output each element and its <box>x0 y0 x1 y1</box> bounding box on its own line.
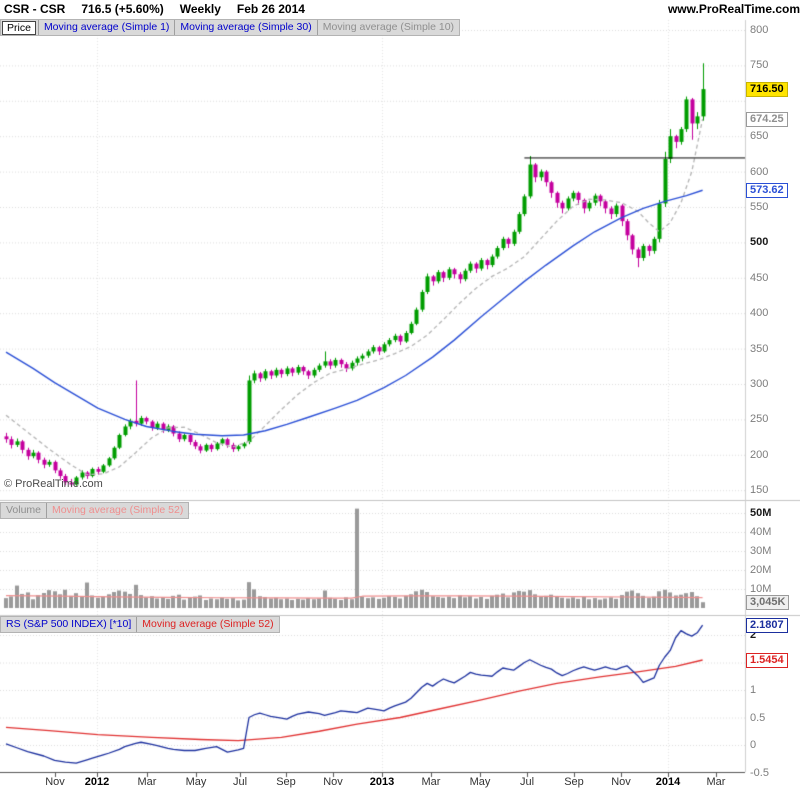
volume-scale-label: 30M <box>750 545 772 557</box>
price-legend-item-moving-average-simple-10[interactable]: Moving average (Simple 10) <box>316 20 459 35</box>
price-scale-label: 250 <box>750 413 769 426</box>
time-axis-year-label: 2012 <box>84 776 110 788</box>
volume-scale-label: 10M <box>750 583 772 595</box>
symbol-title: CSR - CSR <box>4 2 66 16</box>
price-legend-item-moving-average-simple-1[interactable]: Moving average (Simple 1) <box>37 20 174 35</box>
rs-scale-label: 0.5 <box>750 711 766 724</box>
volume-legend-item-moving-average-simple-52[interactable]: Moving average (Simple 52) <box>46 503 188 518</box>
time-axis-month-label: May <box>185 776 207 788</box>
rs-ma-last-value-badge: 1.5454 <box>746 653 788 668</box>
time-axis-month-label: Nov <box>323 776 343 788</box>
chart-header: CSR - CSR 716.5 (+5.60%) Weekly Feb 26 2… <box>0 0 800 18</box>
volume-legend-item-volume[interactable]: Volume <box>6 504 42 516</box>
time-axis-month-label: Mar <box>137 776 157 788</box>
rs-scale-label: 0 <box>750 739 757 751</box>
rs-legend-item-rs-s-p-500-index-10[interactable]: RS (S&P 500 INDEX) [*10] <box>6 618 132 630</box>
value-scale-column[interactable]: 800 750 650 600 550 500 450 400 350 300 250 200 150 7… <box>746 0 800 800</box>
volume-scale-label: 50M <box>750 507 772 519</box>
last-volume-badge: 3,045K <box>746 595 790 611</box>
time-axis-month-label: Sep <box>276 776 296 788</box>
time-axis-year-label: 2013 <box>369 776 395 788</box>
time-axis-month-label: Jul <box>519 776 535 788</box>
volume-scale-label: 40M <box>750 526 772 538</box>
price-scale-label: 350 <box>750 342 769 355</box>
time-axis-year-label: 2014 <box>655 776 681 788</box>
time-axis-month-label: Mar <box>421 776 441 788</box>
rs-scale-label: -0.5 <box>750 766 769 779</box>
time-axis-month-label: Jul <box>232 776 248 788</box>
time-axis-month-label: Sep <box>564 776 584 788</box>
rs-scale-label: 1 <box>750 684 757 696</box>
price-scale-label: 600 <box>750 165 769 178</box>
change-percent: (+5.60%) <box>114 2 164 16</box>
price-scale-label: 750 <box>750 59 769 72</box>
price-legend: Price Moving average (Simple 1) Moving ave… <box>0 19 461 36</box>
time-axis-month-label: Nov <box>45 776 65 788</box>
price-scale-label: 300 <box>750 378 769 390</box>
time-axis[interactable]: Nov 2012 Mar May Jul Sep Nov 2013 Mar May Jul Sep No… <box>0 775 746 793</box>
rs-legend: RS (S&P 500 INDEX) [*10] Moving average (… <box>0 616 280 633</box>
ma30-last-value-badge: 573.62 <box>746 183 788 199</box>
price-scale-label: 450 <box>750 271 769 284</box>
watermark: © ProRealTime.com <box>4 478 103 490</box>
price-scale-label: 400 <box>750 307 769 320</box>
rs-last-value-badge: 2.1807 <box>746 618 788 634</box>
price-scale-label: 500 <box>750 236 769 249</box>
price-scale-label: 150 <box>750 484 769 497</box>
last-price: 716.5 <box>81 2 112 16</box>
price-legend-item-moving-average-simple-30[interactable]: Moving average (Simple 30) <box>174 20 316 35</box>
price-legend-item-price[interactable]: Price <box>2 20 36 35</box>
last-price-badge: 716.50 <box>746 82 788 98</box>
volume-scale-label: 20M <box>750 564 772 576</box>
time-axis-month-label: May <box>469 776 491 788</box>
volume-legend: Volume Moving average (Simple 52) <box>0 502 190 519</box>
price-scale-label: 200 <box>750 448 769 461</box>
header-date: Feb 26 2014 <box>236 2 305 16</box>
ma10-last-value-badge: 674.25 <box>746 112 788 128</box>
rs-legend-item-moving-average-simple-52[interactable]: Moving average (Simple 52) <box>136 617 278 632</box>
time-axis-month-label: Nov <box>611 776 631 788</box>
rs-scale-label: 2 <box>750 629 757 641</box>
price-scale-label: 650 <box>750 130 769 143</box>
website-link[interactable]: www.ProRealTime.com <box>667 2 800 16</box>
price-scale-label: 800 <box>750 24 769 36</box>
price-scale-label: 550 <box>750 201 769 213</box>
time-axis-month-label: Mar <box>706 776 726 788</box>
timeframe-label: Weekly <box>179 2 221 16</box>
last-price-change: 716.5 (+5.60%) <box>81 2 163 16</box>
